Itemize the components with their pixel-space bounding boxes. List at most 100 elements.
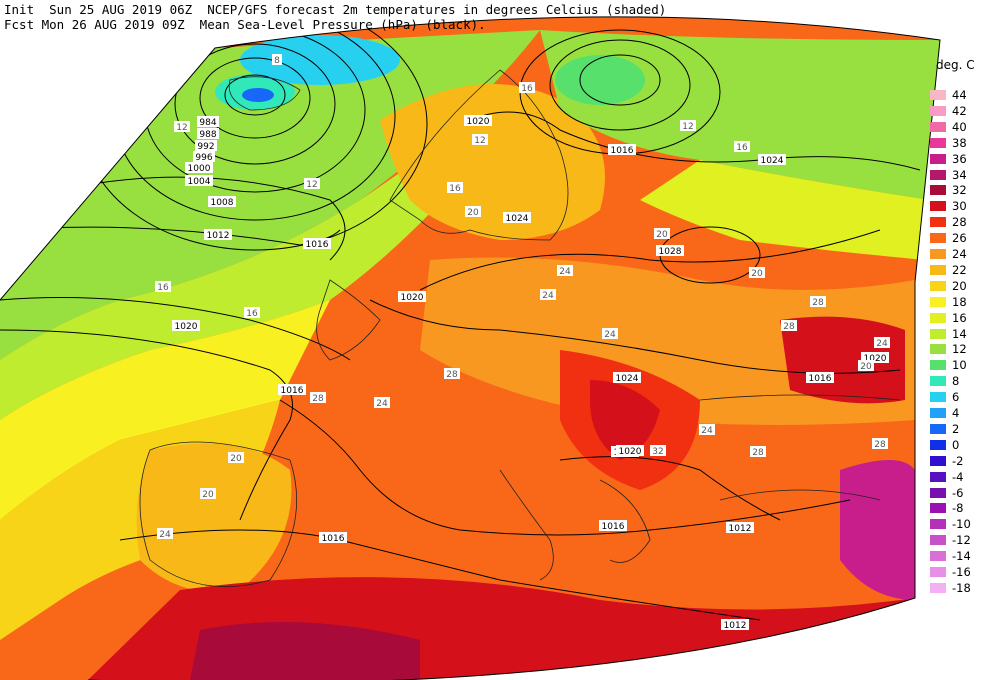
legend-label: -10 [952,517,971,532]
legend-label: -6 [952,485,964,500]
temperature-label: 12 [304,178,320,190]
isobar-label: 1012 [721,619,749,631]
isobar-label-text: 1016 [611,146,634,156]
temperature-label: 24 [699,424,715,436]
legend-swatch [930,280,946,291]
legend-swatch [930,535,946,546]
legend-label: 40 [952,119,967,134]
isobar-label-text: 996 [195,153,212,163]
isobar-label: 988 [197,128,219,140]
legend-swatch [930,90,946,100]
legend-label: -4 [952,469,964,484]
legend-swatch [930,233,946,244]
isobar-label-text: 1024 [616,374,639,384]
legend-swatch [930,455,946,466]
legend-label: 24 [952,247,967,261]
temperature-label: 12 [680,120,696,132]
legend-swatch [930,567,946,577]
temperature-label: 28 [872,438,888,450]
temperature-label-text: 20 [751,269,763,279]
isobar-label: 992 [195,140,217,152]
temperature-label-text: 28 [312,394,324,404]
legend-label: 0 [952,437,960,452]
temperature-label: 24 [874,337,890,349]
legend-label: 12 [952,342,967,357]
coastlines [139,69,901,588]
isobar-label: 1020 [398,291,426,303]
legend-label: 30 [952,199,967,214]
temperature-label: 20 [228,452,244,464]
temperature-label: 24 [374,397,390,409]
temperature-label: 24 [540,289,556,301]
temperature-label-text: 28 [812,298,824,308]
temperature-label: 28 [810,296,826,308]
isobar-label-text: 1016 [281,386,304,396]
temperature-label: 28 [310,392,326,404]
legend-swatch [930,471,946,482]
temperature-label: 16 [447,182,463,194]
temperature-label: 20 [654,228,670,240]
isobar-label-text: 1004 [188,177,211,187]
legend-label: 38 [952,135,967,150]
temperature-label-text: 12 [176,123,187,133]
isobar-label: 1016 [319,532,347,544]
temperature-label-text: 16 [736,143,748,153]
temperature-label-text: 16 [157,283,169,293]
legend-label: 32 [952,183,967,198]
temperature-label-text: 16 [449,184,461,194]
isobar-label-text: 992 [197,142,214,152]
legend-label: 20 [952,278,967,293]
isobar-label-text: 1012 [207,231,230,241]
legend-swatch [930,328,946,339]
legend-swatch [930,376,946,387]
legend-label: 2 [952,421,960,436]
legend-swatch [930,408,946,418]
isobar-label: 1020 [861,352,889,364]
isobar-label-text: 1000 [188,164,211,174]
isobar-label-text: 1008 [211,198,234,208]
isobar-label-text: 1020 [619,447,642,457]
isobar-label: 1004 [185,175,213,187]
legend-swatch [930,121,946,132]
isobar-label: 1016 [278,384,306,396]
isobar-label: 1028 [656,245,684,257]
legend-label: 34 [952,167,967,182]
temperature-label-text: 16 [246,309,258,319]
legend-label: 44 [952,88,967,102]
isobar-label-text: 1012 [729,524,752,534]
legend-label: 6 [952,390,960,405]
temperature-label-text: 28 [783,322,795,332]
legend-swatch [930,582,946,593]
isobar-label-text: 1016 [322,534,345,544]
legend-label: 36 [952,151,967,166]
temperature-label-text: 12 [682,122,693,132]
temperature-label-text: 24 [542,291,554,301]
legend-label: 16 [952,310,967,325]
temperature-label-text: 20 [230,454,242,464]
isobar-label-text: 1028 [659,247,682,257]
init-line: Init Sun 25 AUG 2019 06Z NCEP/GFS foreca… [4,2,667,17]
isobar-label-text: 984 [199,118,216,128]
legend-swatch [930,344,946,355]
isobar-label: 984 [197,116,219,128]
temperature-label: 24 [602,328,618,340]
isobar-label-text: 1016 [809,374,832,384]
legend-swatch [930,519,946,530]
isobar-label-text: 1020 [864,354,887,364]
temperature-label-text: 24 [701,426,713,436]
legend-label: 28 [952,215,967,230]
legend-swatch [930,312,946,323]
temperature-label: 16 [155,281,171,293]
temperature-label-text: 16 [521,84,533,94]
isobar-label: 1020 [616,445,644,457]
isobar-label: 1024 [758,154,786,166]
legend-swatch [930,217,946,228]
legend-label: 42 [952,103,967,118]
isobar-label: 1000 [185,162,213,174]
legend-swatch [930,360,946,371]
isobar-label: 1016 [806,372,834,384]
temperature-label: 12 [174,121,190,133]
isobar-label-text: 1020 [401,293,424,303]
legend-swatch [930,392,946,403]
